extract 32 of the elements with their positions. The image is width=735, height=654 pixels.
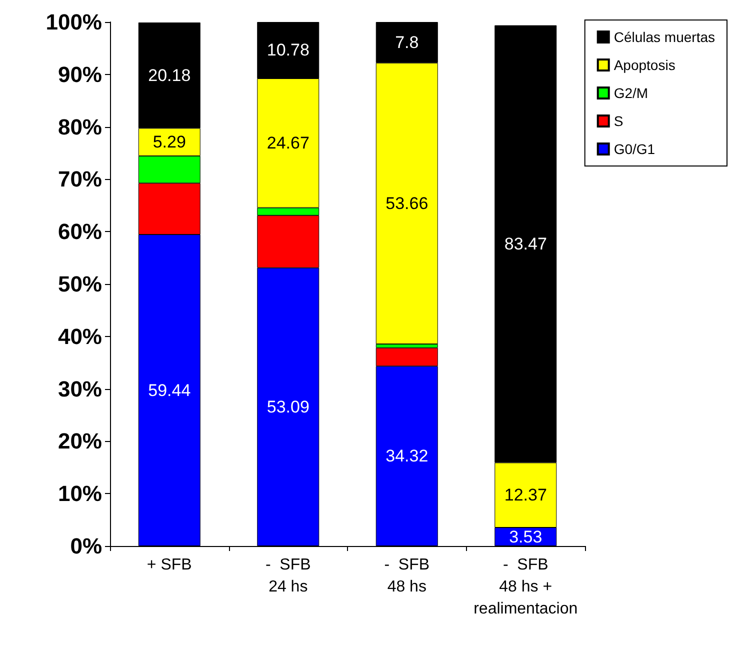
legend-label: Células muertas (614, 29, 716, 45)
data-label: 24.67 (266, 134, 310, 153)
x-tick-label: + SFB (146, 556, 192, 574)
data-label: 59.44 (148, 380, 191, 400)
x-tick-label: - SFB 48 hs (384, 556, 430, 596)
legend-label: Apoptosis (614, 57, 676, 73)
legend-label: S (614, 113, 624, 129)
y-tick-label: 70% (58, 166, 102, 192)
data-label: 3.53 (509, 527, 542, 546)
y-tick-label: 90% (58, 62, 102, 87)
data-label: 83.47 (504, 234, 547, 254)
y-tick-label: 20% (58, 428, 102, 454)
data-label: 53.66 (386, 194, 428, 213)
data-label: 34.32 (386, 446, 428, 466)
y-tick-label: 10% (58, 481, 102, 506)
y-tick-label: 100% (46, 10, 102, 34)
y-tick-label: 0% (70, 534, 102, 558)
data-label: 7.8 (395, 32, 419, 52)
data-label: 12.37 (504, 486, 547, 505)
y-tick-label: 60% (58, 219, 102, 244)
data-label: 20.18 (148, 66, 191, 85)
y-tick-label: 30% (58, 376, 102, 402)
y-tick-label: 50% (58, 272, 102, 296)
y-tick-label: 80% (58, 114, 102, 140)
legend-label: G2/M (614, 85, 648, 101)
x-tick-label: - SFB 24 hs (265, 556, 311, 596)
x-tick-label: - SFB 48 hs + realimentacion (474, 556, 578, 618)
data-label: 10.78 (266, 40, 310, 60)
data-label: 5.29 (152, 132, 186, 152)
y-tick-label: 40% (58, 324, 102, 349)
data-label: 53.09 (266, 397, 310, 416)
legend-label: G0/G1 (614, 141, 656, 157)
